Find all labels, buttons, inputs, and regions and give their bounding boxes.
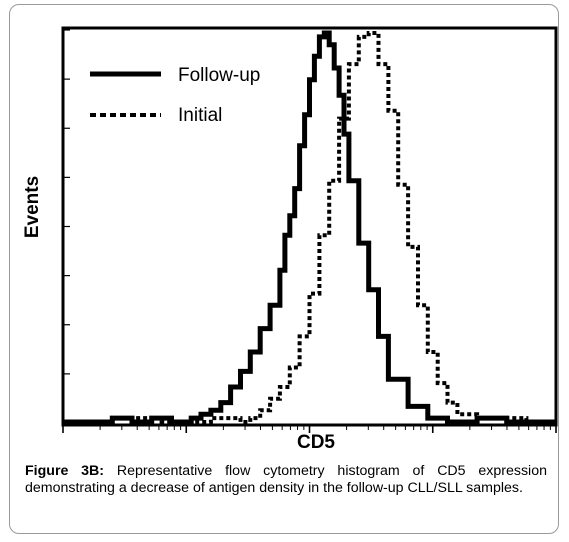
legend-label-follow-up: Follow-up (178, 65, 260, 86)
caption-text: Representative flow cytometry histogram … (25, 463, 547, 496)
figure-caption: Figure 3B: Representative flow cytometry… (25, 463, 547, 497)
y-axis-label: Events (22, 176, 43, 238)
series-line-follow-up (63, 30, 556, 425)
histogram-chart: CD5 Events Follow-up Initial (22, 26, 558, 453)
legend-item-initial: Initial (90, 105, 222, 126)
caption-label: Figure 3B: (25, 463, 105, 479)
legend-label-initial: Initial (178, 105, 222, 126)
x-axis-label: CD5 (297, 432, 335, 453)
series-layer (63, 30, 556, 425)
legend-item-follow-up: Follow-up (90, 65, 260, 86)
legend: Follow-up Initial (90, 65, 260, 126)
x-axis-ticks (62, 425, 557, 433)
series-line-initial (63, 31, 556, 424)
